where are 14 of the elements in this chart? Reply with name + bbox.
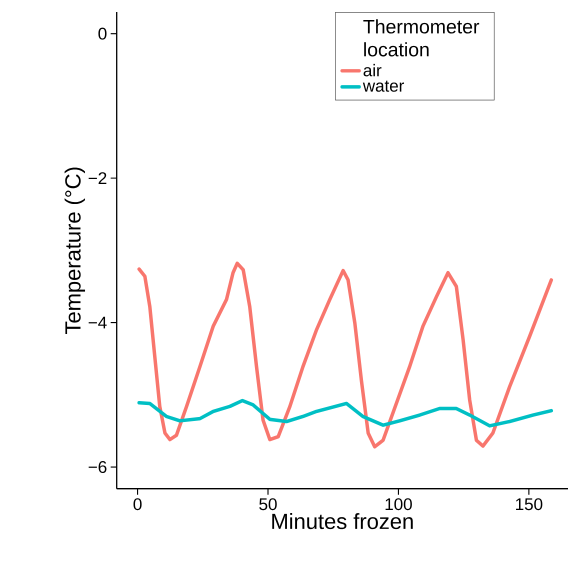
x-tick-label: 0 <box>134 498 142 510</box>
legend-title: Thermometer location <box>364 19 480 56</box>
legend-label: water <box>363 80 404 92</box>
x-tick-label: 50 <box>259 498 277 510</box>
line-series <box>138 398 554 428</box>
y-tick-label: −6 <box>88 461 107 474</box>
x-axis-title: Minutes frozen <box>272 513 413 530</box>
y-axis-title: Temperature (°C) <box>64 168 86 334</box>
y-tick-label: −4 <box>88 316 107 328</box>
legend-label: air <box>364 64 382 76</box>
x-tick-label: 150 <box>516 498 543 510</box>
x-tick-label: 100 <box>386 498 412 510</box>
y-tick-label: 0 <box>98 28 107 40</box>
y-tick-label: −2 <box>88 172 106 184</box>
